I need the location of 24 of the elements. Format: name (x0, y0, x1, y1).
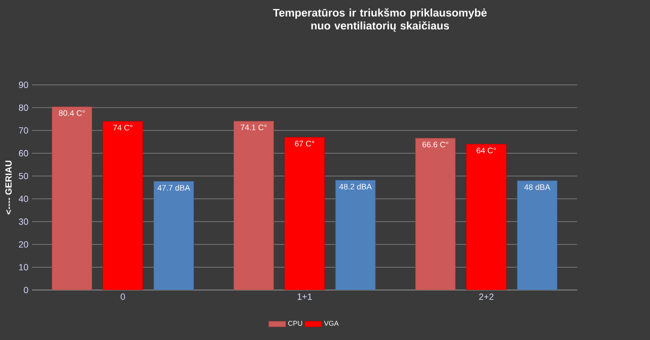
y-tick-label: 10 (19, 264, 28, 270)
bar (52, 106, 92, 290)
chart-title: Temperatūros ir triukšmo priklausomybė nuo ventiliatorių skaičiaus (273, 8, 487, 32)
bar (415, 138, 456, 290)
y-tick-label: 90 (18, 82, 28, 88)
bar (234, 120, 274, 290)
bar (335, 180, 376, 290)
y-tick-label: 60 (18, 150, 28, 156)
bar (466, 144, 506, 290)
x-tick-label: 2+2 (479, 294, 494, 300)
bar (102, 121, 144, 290)
bar (284, 137, 325, 290)
y-tick-label: 0 (24, 286, 28, 294)
y-tick-label: 80 (18, 104, 28, 111)
y-axis-title: <---- GERIAU (5, 160, 12, 214)
y-tick-label: 40 (18, 196, 28, 202)
y-tick-label: 70 (18, 127, 28, 134)
bar (154, 181, 194, 290)
bar (517, 180, 558, 290)
x-tick-label: 0 (120, 294, 126, 300)
x-tick-label: 1+1 (298, 294, 312, 300)
y-tick-label: 50 (18, 172, 28, 180)
y-tick-label: 30 (18, 218, 28, 225)
y-tick-label: 20 (18, 241, 28, 248)
